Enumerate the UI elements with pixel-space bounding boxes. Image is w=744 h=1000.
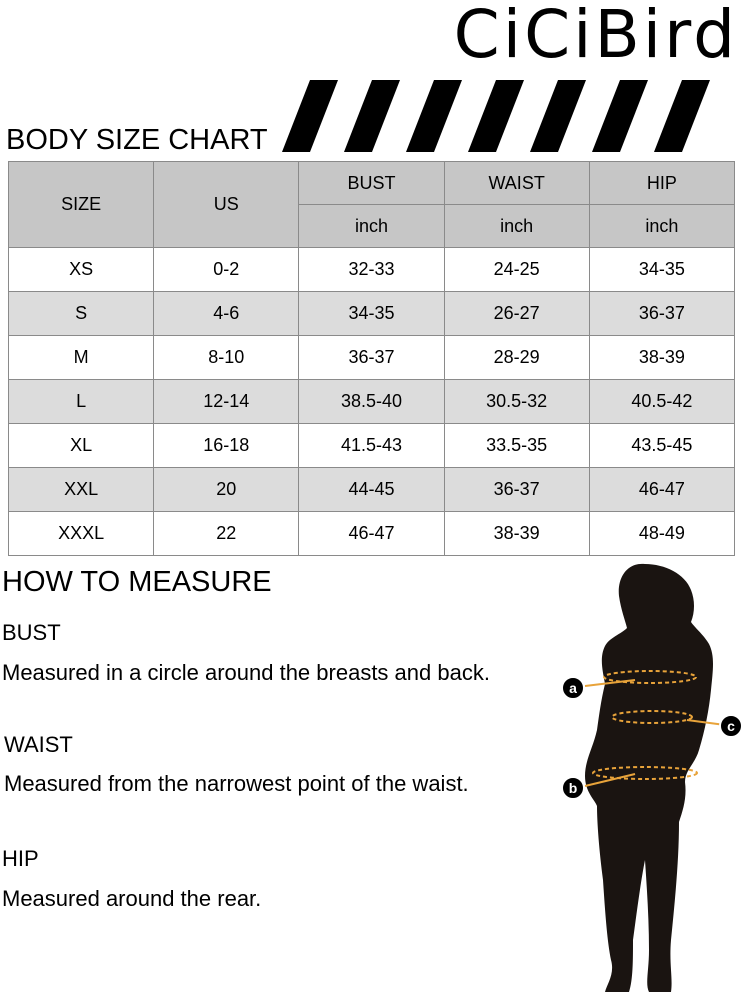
table-cell: M [7, 335, 155, 380]
decorative-stripes [282, 80, 710, 152]
header-us: US [153, 161, 300, 248]
unit-bust: inch [298, 204, 445, 248]
table-cell: 38-39 [588, 335, 736, 380]
table-cell: L [7, 379, 155, 424]
table-cell: XXL [7, 467, 155, 512]
table-cell: 22 [153, 511, 300, 556]
table-cell: 38.5-40 [298, 379, 445, 424]
table-cell: 28-29 [443, 335, 590, 380]
table-cell: XXXL [7, 511, 155, 556]
table-cell: 38-39 [443, 511, 590, 556]
table-row: XXL 20 44-45 36-37 46-47 [7, 467, 736, 512]
table-cell: 41.5-43 [298, 423, 445, 468]
marker-c-label: c [727, 718, 735, 734]
bust-label: BUST [2, 620, 61, 645]
table-cell: 36-37 [588, 291, 736, 336]
unit-hip: inch [588, 204, 736, 248]
brand-logo: CiCiBird [453, 0, 738, 73]
table-cell: 16-18 [153, 423, 300, 468]
table-cell: 34-35 [588, 247, 736, 292]
table-cell: S [7, 291, 155, 336]
marker-b-label: b [569, 780, 578, 796]
table-cell: 40.5-42 [588, 379, 736, 424]
table-cell: 12-14 [153, 379, 300, 424]
marker-a-label: a [569, 680, 577, 696]
table-row: S 4-6 34-35 26-27 36-37 [7, 291, 736, 336]
waist-label: WAIST [4, 732, 73, 757]
table-row: XXXL 22 46-47 38-39 48-49 [7, 511, 736, 556]
table-cell: 32-33 [298, 247, 445, 292]
table-row: M 8-10 36-37 28-29 38-39 [7, 335, 736, 380]
table-cell: 30.5-32 [443, 379, 590, 424]
table-row: L 12-14 38.5-40 30.5-32 40.5-42 [7, 379, 736, 424]
table-cell: 46-47 [298, 511, 445, 556]
table-cell: 0-2 [153, 247, 300, 292]
table-row: XL 16-18 41.5-43 33.5-35 43.5-45 [7, 423, 736, 468]
bust-text: Measured in a circle around the breasts … [2, 660, 490, 685]
marker-b [561, 776, 585, 800]
table-cell: 36-37 [298, 335, 445, 380]
marker-c [719, 714, 743, 738]
table-cell: 26-27 [443, 291, 590, 336]
table-cell: 44-45 [298, 467, 445, 512]
table-cell: 20 [153, 467, 300, 512]
table-cell: 43.5-45 [588, 423, 736, 468]
table-cell: 34-35 [298, 291, 445, 336]
table-cell: 24-25 [443, 247, 590, 292]
table-row: XS 0-2 32-33 24-25 34-35 [7, 247, 736, 292]
marker-a [561, 676, 585, 700]
waist-text: Measured from the narrowest point of the… [4, 771, 469, 796]
header-hip: HIP [588, 161, 736, 205]
table-cell: 4-6 [153, 291, 300, 336]
header-bust: BUST [298, 161, 445, 205]
chart-title: BODY SIZE CHART [6, 124, 268, 156]
header-size: SIZE [7, 161, 155, 248]
hip-text: Measured around the rear. [2, 886, 262, 911]
table-cell: XS [7, 247, 155, 292]
size-table: SIZE US BUST WAIST HIP inch inch inch XS… [7, 161, 736, 556]
table-cell: 48-49 [588, 511, 736, 556]
table-cell: XL [7, 423, 155, 468]
table-cell: 33.5-35 [443, 423, 590, 468]
body-silhouette: a c b [561, 563, 743, 992]
hip-label: HIP [2, 846, 39, 871]
table-cell: 36-37 [443, 467, 590, 512]
unit-waist: inch [443, 204, 590, 248]
table-cell: 46-47 [588, 467, 736, 512]
how-to-measure-title: HOW TO MEASURE [2, 566, 272, 598]
table-cell: 8-10 [153, 335, 300, 380]
header-waist: WAIST [443, 161, 590, 205]
